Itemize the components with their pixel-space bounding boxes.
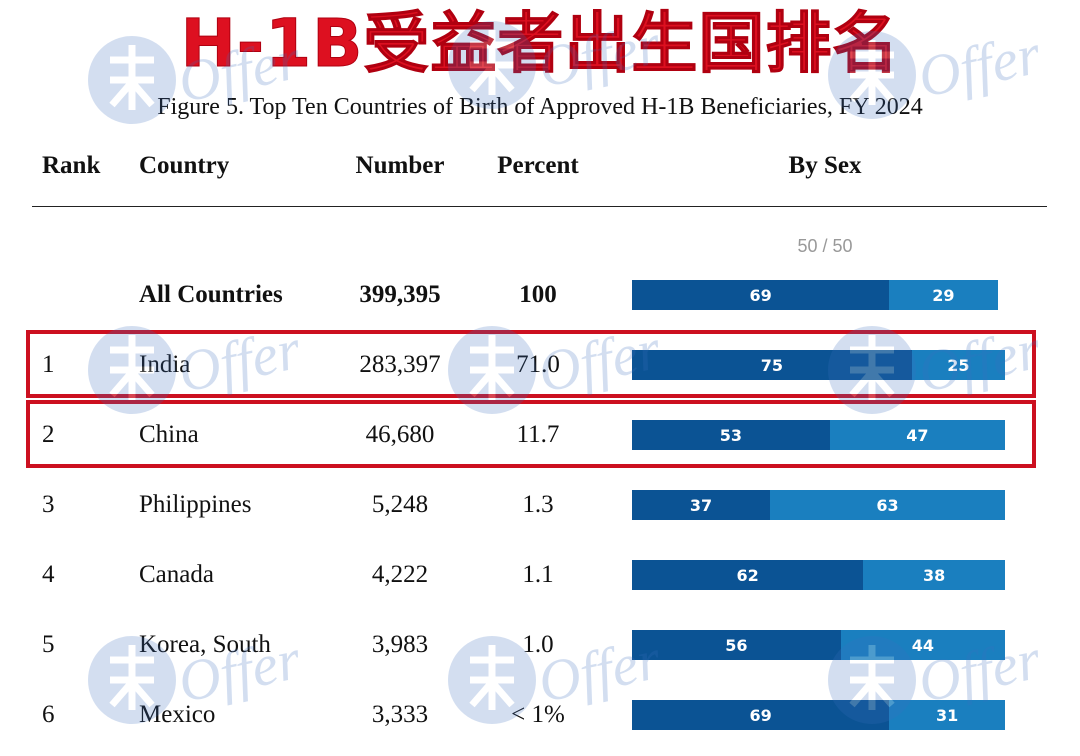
sex-bar: 53 47 [632,420,1005,450]
header-percent: Percent [497,152,579,179]
country-cell: China [139,421,199,448]
sex-bar-segment: 69 [632,280,890,310]
table-row: 6 Mexico 3,333 < 1% 69 31 [0,695,1080,735]
rank-cell: 5 [42,631,55,658]
table-row: 3 Philippines 5,248 1.3 37 63 [0,485,1080,525]
bar-scale-note: 50 / 50 [797,236,853,256]
number-cell: 3,983 [371,631,429,658]
sex-bar-segment: 37 [632,490,770,520]
number-cell: 4,222 [371,561,429,588]
number-cell: 3,333 [371,701,429,728]
header-rule [32,206,1047,207]
table-row: 4 Canada 4,222 1.1 62 38 [0,555,1080,595]
sex-bar-segment: 63 [770,490,1005,520]
header-country: Country [139,152,230,179]
sex-bar-segment: 38 [863,560,1005,590]
rank-cell: 3 [42,491,55,518]
figure-title: Figure 5. Top Ten Countries of Birth of … [157,94,923,120]
number-cell: 399,395 [359,281,441,308]
sex-bar: 56 44 [632,630,1005,660]
header-by-sex: By Sex [788,152,862,179]
sex-bar-segment: 29 [889,280,998,310]
rank-cell: 6 [42,701,55,728]
percent-cell: 71.0 [516,351,560,378]
sex-bar-segment: 75 [632,350,912,380]
rank-cell: 4 [42,561,55,588]
country-cell: Canada [139,561,214,588]
country-cell: India [139,351,191,378]
header-number: Number [355,152,445,179]
sex-bar: 37 63 [632,490,1005,520]
sex-bar-segment: 69 [632,700,890,730]
highlight-box [26,400,1036,468]
country-cell: Philippines [139,491,252,518]
country-cell: Korea, South [139,631,271,658]
percent-cell: 1.1 [522,561,554,588]
sex-bar-segment: 53 [632,420,830,450]
percent-cell: < 1% [511,701,565,728]
table-row: 1 India 283,397 71.0 75 25 [0,345,1080,385]
sex-bar: 69 29 [632,280,998,310]
table-row: 2 China 46,680 11.7 53 47 [0,415,1080,455]
header-rank: Rank [42,152,101,179]
percent-cell: 11.7 [516,421,560,448]
rank-cell: 2 [42,421,55,448]
sex-bar: 62 38 [632,560,1005,590]
sex-bar-segment: 44 [840,630,1005,660]
percent-cell: 1.3 [522,491,554,518]
number-cell: 46,680 [365,421,435,448]
banner: H-1B受益者出生国排名 [0,0,1080,100]
table-row: 5 Korea, South 3,983 1.0 56 44 [0,625,1080,665]
country-cell: All Countries [139,281,283,308]
number-cell: 283,397 [359,351,441,378]
table-row: All Countries 399,395 100 69 29 [0,275,1080,315]
sex-bar-segment: 31 [889,700,1005,730]
sex-bar-segment: 62 [632,560,864,590]
banner-title: H-1B受益者出生国排名 [180,5,900,83]
highlight-box [26,330,1036,398]
number-cell: 5,248 [371,491,429,518]
sex-bar: 69 31 [632,700,1005,730]
sex-bar-segment: 25 [911,350,1005,380]
sex-bar: 75 25 [632,350,1005,380]
country-cell: Mexico [139,701,216,728]
percent-cell: 1.0 [522,631,554,658]
rank-cell: 1 [42,351,55,378]
sex-bar-segment: 47 [829,420,1005,450]
percent-cell: 100 [519,281,557,308]
sex-bar-segment: 56 [632,630,841,660]
